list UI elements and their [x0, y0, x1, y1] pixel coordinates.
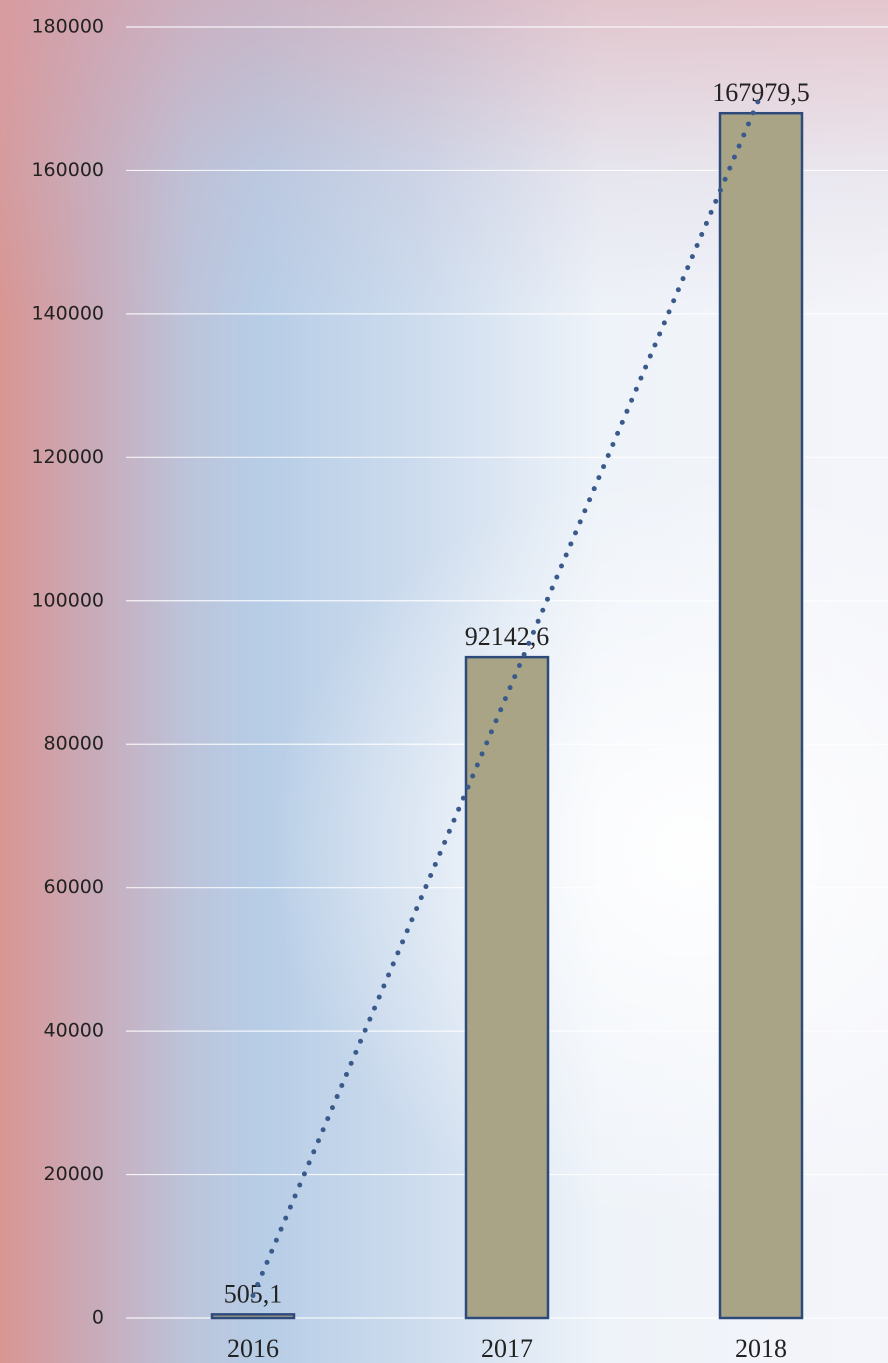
y-tick-label: 60000: [44, 876, 104, 898]
y-tick-label: 120000: [31, 446, 104, 468]
y-tick-label: 140000: [31, 302, 104, 324]
bar: [464, 655, 550, 1320]
bar: [718, 111, 804, 1320]
y-tick-label: 160000: [31, 159, 104, 181]
trendline: [250, 91, 764, 1298]
x-tick-label: 2018: [735, 1334, 787, 1363]
y-tick-label: 80000: [44, 733, 104, 755]
value-label: 92142,6: [465, 622, 550, 651]
y-tick-label: 0: [92, 1307, 104, 1329]
bar: [210, 1313, 296, 1320]
value-label: 167979,5: [712, 78, 810, 107]
y-tick-label: 20000: [44, 1163, 104, 1185]
x-tick-label: 2016: [227, 1334, 279, 1363]
y-tick-label: 100000: [31, 589, 104, 611]
y-tick-label: 180000: [31, 16, 104, 38]
y-tick-label: 40000: [44, 1020, 104, 1042]
x-tick-label: 2017: [481, 1334, 533, 1363]
